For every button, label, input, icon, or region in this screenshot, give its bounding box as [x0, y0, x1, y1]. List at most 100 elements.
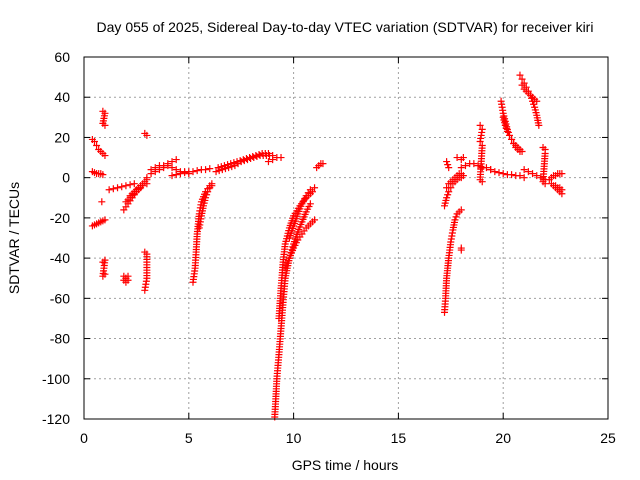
data-point — [535, 121, 543, 129]
data-point — [214, 164, 222, 172]
data-point — [529, 170, 537, 178]
data-point — [306, 186, 314, 194]
data-point — [487, 166, 495, 174]
data-point — [457, 206, 465, 214]
data-point — [164, 160, 172, 168]
data-point — [503, 127, 511, 135]
data-point — [533, 172, 541, 180]
data-point — [516, 71, 524, 79]
y-tick-label: -20 — [50, 210, 70, 226]
data-point — [217, 163, 225, 171]
y-axis-ticks: -120 -100 -80 -60 -40 -20 0 20 40 60 — [42, 49, 608, 427]
data-point — [202, 194, 210, 202]
chart-title: Day 055 of 2025, Sidereal Day-to-day VTE… — [97, 19, 594, 35]
data-point — [558, 186, 566, 194]
data-point — [220, 162, 228, 170]
data-point — [193, 167, 201, 175]
data-point — [476, 121, 484, 129]
data-point — [239, 156, 247, 164]
y-tick-label: 60 — [54, 49, 70, 65]
data-point — [168, 158, 176, 166]
data-point — [230, 159, 238, 167]
data-point — [151, 164, 159, 172]
x-axis-label: GPS time / hours — [292, 457, 399, 473]
data-point — [176, 170, 184, 178]
data-point — [476, 137, 484, 145]
data-point — [255, 151, 263, 159]
data-point — [269, 156, 277, 164]
data-point — [533, 97, 541, 105]
data-point — [172, 171, 180, 179]
data-point — [457, 164, 465, 172]
data-point — [541, 180, 549, 188]
x-tick-label: 5 — [185, 430, 193, 446]
data-point — [228, 163, 236, 171]
data-point — [118, 183, 126, 191]
data-point — [520, 174, 528, 182]
data-point — [126, 181, 134, 189]
data-point — [101, 270, 109, 278]
y-tick-label: -120 — [42, 411, 70, 427]
data-point — [202, 166, 210, 174]
data-point — [101, 152, 109, 160]
data-point — [143, 174, 151, 182]
data-point — [504, 128, 512, 136]
data-point — [90, 137, 98, 145]
data-point — [508, 171, 516, 179]
data-point — [457, 170, 465, 178]
data-point — [518, 81, 526, 89]
data-point — [143, 131, 151, 139]
data-point — [225, 164, 233, 172]
data-point — [306, 200, 314, 208]
data-point — [516, 172, 524, 180]
data-point — [457, 246, 465, 254]
data-point — [444, 191, 452, 199]
data-point — [227, 160, 235, 168]
grid-lines — [84, 57, 608, 419]
data-point — [189, 168, 197, 176]
data-point — [141, 286, 149, 294]
data-point — [451, 216, 459, 224]
data-point — [208, 182, 216, 190]
x-axis-ticks: 0 5 10 15 20 25 — [80, 57, 616, 446]
y-tick-label: -60 — [50, 290, 70, 306]
data-point — [518, 148, 526, 156]
data-point — [264, 150, 272, 158]
y-tick-label: -40 — [50, 250, 70, 266]
data-point — [160, 162, 168, 170]
data-point — [93, 141, 101, 149]
data-point — [502, 124, 510, 132]
x-tick-label: 15 — [391, 430, 407, 446]
data-point — [218, 166, 226, 174]
data-point — [181, 169, 189, 177]
data-point — [168, 172, 176, 180]
data-point — [147, 166, 155, 174]
data-point — [212, 168, 220, 176]
data-point — [101, 121, 109, 129]
data-point — [311, 184, 319, 192]
data-point — [109, 185, 117, 193]
data-point — [445, 188, 453, 196]
data-point — [452, 213, 460, 221]
x-tick-label: 0 — [80, 430, 88, 446]
data-point — [501, 121, 509, 129]
data-point — [236, 157, 244, 165]
data-point — [311, 216, 319, 224]
y-tick-label: -100 — [42, 371, 70, 387]
data-point — [443, 158, 451, 166]
plot-frame — [83, 56, 609, 420]
data-point — [505, 131, 513, 139]
y-tick-label: 0 — [62, 170, 70, 186]
data-point — [168, 164, 176, 172]
data-point — [482, 164, 490, 172]
data-point — [204, 188, 212, 196]
data-point — [319, 160, 327, 168]
data-point — [520, 166, 528, 174]
data-point — [252, 152, 260, 160]
data-point — [203, 191, 211, 199]
data-point — [233, 158, 241, 166]
data-point — [445, 164, 453, 172]
y-axis-label: SDTVAR / TECUs — [6, 182, 22, 294]
data-point — [122, 182, 130, 190]
